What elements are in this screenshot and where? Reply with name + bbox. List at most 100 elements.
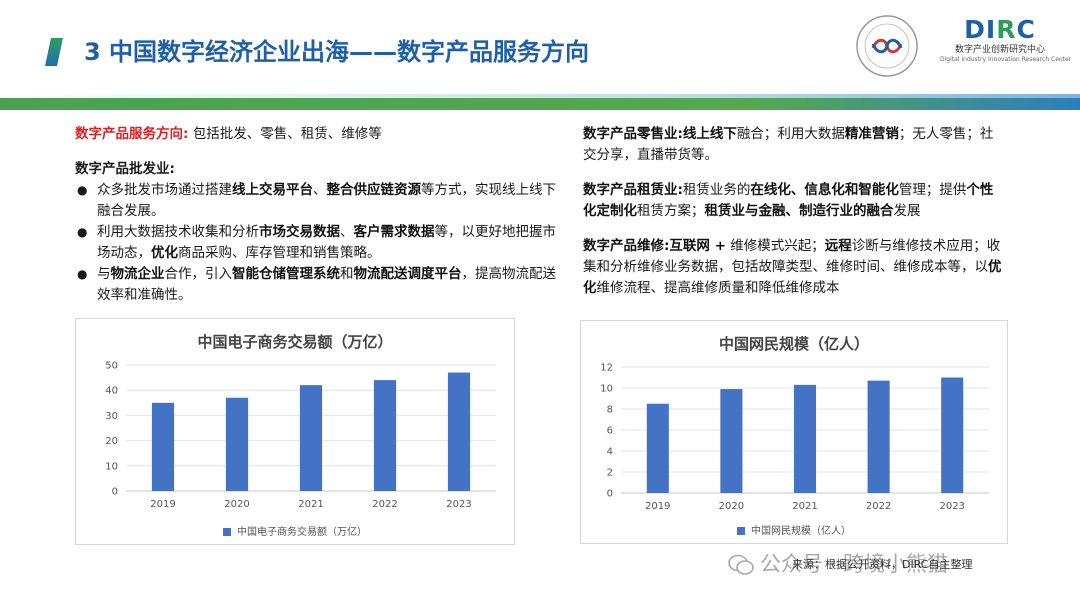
bar <box>447 372 471 491</box>
ecommerce-chart: 中国电子商务交易额（万亿） 0 10 20 30 40 50 2019 2020 2021 202… <box>75 318 515 545</box>
y-tick-label: 30 <box>105 411 118 422</box>
repair-text: 维修模式兴起； <box>725 238 825 254</box>
repair-heading: 数字产品维修: <box>583 238 670 254</box>
retail-heading: 数字产品零售业: <box>583 126 683 142</box>
wechat-icon <box>728 554 754 575</box>
direction-text: 包括批发、零售、租赁、维修等 <box>192 126 382 142</box>
bullet-bold: 市场交易数据 <box>259 224 340 240</box>
netizen-chart: 中国网民规模（亿人） 0 2 4 6 8 10 12 2019 2020 2021 2022 2023… <box>580 320 1008 544</box>
y-tick-label: 8 <box>607 405 613 416</box>
bar <box>720 389 743 493</box>
repair-bold: 远程 <box>824 238 852 254</box>
y-tick-label: 10 <box>105 461 118 472</box>
x-tick-label: 2021 <box>298 499 323 510</box>
bullet-bold: 线上交易平台 <box>232 182 313 198</box>
bullet-bold: 整合供应链资源 <box>326 182 422 198</box>
repair-paragraph: 数字产品维修:互联网 + 维修模式兴起；远程诊断与维修技术应用；收集和分析维修业… <box>583 236 1003 299</box>
bar <box>867 380 890 493</box>
watermark-text: 公众号 · 跨境小熊猫 <box>760 552 949 576</box>
dirc-logo-end: C <box>1016 15 1036 44</box>
bullet-bold: 物流配送调度平台 <box>353 266 462 282</box>
chart-legend: 中国电子商务交易额（万亿） <box>76 523 514 538</box>
y-tick-label: 10 <box>600 384 613 395</box>
bullet-text: 合作，引入 <box>164 266 233 282</box>
bullet-text: 和 <box>340 266 354 282</box>
header-band-top <box>0 94 1080 98</box>
chart-legend: 中国网民规模（亿人） <box>581 522 1007 537</box>
x-tick-label: 2021 <box>792 501 817 512</box>
y-tick-label: 6 <box>607 426 613 437</box>
bar <box>373 380 397 491</box>
watermark: 公众号 · 跨境小熊猫 <box>728 548 948 578</box>
x-tick-label: 2022 <box>866 501 891 512</box>
seal-logo-icon <box>856 15 918 77</box>
bullet-text: 众多批发市场通过搭建 <box>97 182 232 198</box>
ecommerce-chart-plot: 0 10 20 30 40 50 2019 2020 2021 2022 2023 <box>105 361 496 510</box>
right-text-column: 数字产品零售业:线上线下融合；利用大数据精准营销；无人零售；社交分享，直播带货等… <box>583 124 1003 313</box>
legend-swatch <box>223 528 231 536</box>
list-item: 众多批发市场通过搭建线上交易平台、整合供应链资源等方式，实现线上线下融合发展。 <box>75 180 565 222</box>
direction-label: 数字产品服务方向: <box>75 126 189 142</box>
rental-bold: 个性化定制化 <box>583 182 994 219</box>
retail-text: 融合；利用大数据 <box>736 126 845 142</box>
dirc-logo: DIRC 数字产业创新研究中心 Digital Industry Innovat… <box>940 15 1072 64</box>
x-tick-label: 2022 <box>372 499 397 510</box>
rental-heading: 数字产品租赁业: <box>583 182 683 198</box>
y-tick-label: 2 <box>607 468 613 479</box>
chart-title: 中国电子商务交易额（万亿） <box>197 333 393 351</box>
list-item: 利用大数据技术收集和分析市场交易数据、客户需求数据等，以更好地把握市场动态，优化… <box>75 222 565 264</box>
x-tick-label: 2019 <box>150 499 175 510</box>
bullet-bold: 客户需求数据 <box>353 224 435 240</box>
x-tick-label: 2023 <box>446 499 471 510</box>
retail-paragraph: 数字产品零售业:线上线下融合；利用大数据精准营销；无人零售；社交分享，直播带货等… <box>583 124 1003 166</box>
bar <box>299 385 323 491</box>
list-item: 与物流企业合作，引入智能仓储管理系统和物流配送调度平台，提高物流配送效率和准确性… <box>75 264 565 306</box>
legend-swatch <box>737 527 745 535</box>
rental-paragraph: 数字产品租赁业:租赁业务的在线化、信息化和智能化管理；提供个性化定制化租赁方案；… <box>583 180 1003 222</box>
y-tick-label: 12 <box>600 363 613 374</box>
netizen-chart-plot: 0 2 4 6 8 10 12 2019 2020 2021 2022 2023 <box>600 363 989 512</box>
left-text-column: 数字产品服务方向: 包括批发、零售、租赁、维修等 数字产品批发业: 众多批发市场… <box>75 124 565 306</box>
y-tick-label: 50 <box>105 361 118 372</box>
y-tick-label: 0 <box>112 487 118 498</box>
retail-text: ；无人零售；社交分享，直播带货等。 <box>583 126 994 163</box>
bar <box>646 403 669 493</box>
bullet-bold: 物流企业 <box>110 266 165 282</box>
bullet-bold: 优化 <box>151 245 178 261</box>
chart-title: 中国网民规模（亿人） <box>718 335 869 353</box>
bullet-text: 、 <box>340 224 354 240</box>
y-tick-label: 20 <box>105 436 118 447</box>
repair-bold: 互联网 + <box>669 238 726 254</box>
rental-bold: 租赁业与金融、制造行业的融合 <box>704 203 894 219</box>
x-tick-label: 2019 <box>645 501 670 512</box>
rental-text: 租赁方案； <box>637 203 705 219</box>
slide-title: 3 中国数字经济企业出海——数字产品服务方向 <box>84 38 590 66</box>
retail-bold: 线上线下 <box>682 126 737 142</box>
bullet-text: 与 <box>97 266 111 282</box>
wholesale-bullets: 众多批发市场通过搭建线上交易平台、整合供应链资源等方式，实现线上线下融合发展。 … <box>75 180 565 306</box>
dirc-logo-accent: R <box>996 15 1017 44</box>
rental-text: 管理；提供 <box>898 182 967 198</box>
legend-label: 中国网民规模（亿人） <box>751 526 851 537</box>
header-band <box>0 98 1080 110</box>
bar <box>225 397 249 491</box>
retail-bold: 精准营销 <box>844 126 899 142</box>
direction-paragraph: 数字产品服务方向: 包括批发、零售、租赁、维修等 <box>75 124 565 145</box>
y-tick-label: 0 <box>607 489 613 500</box>
rental-bold: 在线化、信息化和智能化 <box>750 182 899 198</box>
dirc-logo-word: DI <box>964 15 997 44</box>
bullet-bold: 智能仓储管理系统 <box>232 266 340 282</box>
repair-text: 诊断与维修技术应用；收集和分析维修业务数据，包括故障类型、维修时间、维修成本等，… <box>583 238 1001 275</box>
bullet-text: ，提高物流配送效率和准确性。 <box>97 266 556 303</box>
bullet-text: 等方式，实现线上线下融合发展。 <box>97 182 556 219</box>
bar <box>151 402 175 491</box>
dirc-logo-en: Digital Industry Innovation Research Cen… <box>940 56 1072 63</box>
wholesale-heading: 数字产品批发业: <box>75 161 175 177</box>
bullet-text: 、 <box>313 182 327 198</box>
rental-text: 租赁业务的 <box>682 182 751 198</box>
bar <box>793 384 817 493</box>
y-tick-label: 40 <box>105 386 118 397</box>
y-tick-label: 4 <box>607 447 613 458</box>
title-accent-bar <box>45 38 63 66</box>
x-tick-label: 2020 <box>719 501 744 512</box>
